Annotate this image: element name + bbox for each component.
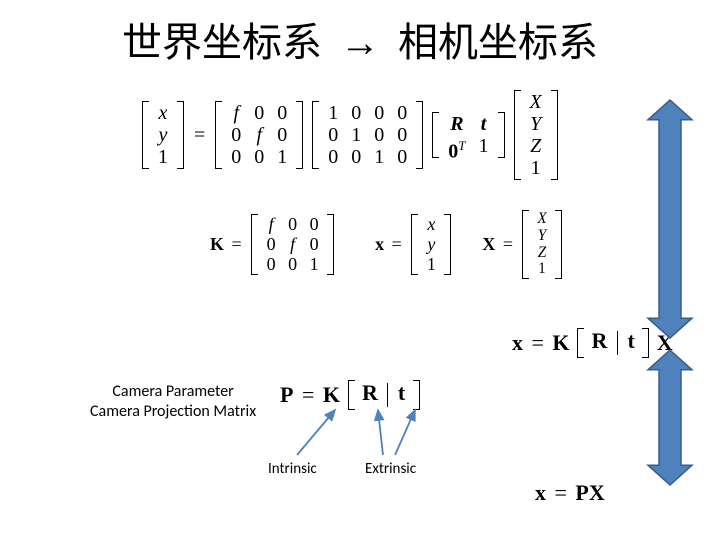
equation-P-KRt: P = K R t [280,380,422,410]
matrix-K-def: f00 0f0 001 [251,214,334,275]
equation-x-KRtX: x = K R t X [512,328,673,358]
matrix-K: f00 0f0 001 [215,101,303,169]
vec-X-def: X Y Z 1 [522,210,561,279]
equation-definitions: K = f00 0f0 001 x = x y 1 X = X Y Z 1 [210,210,564,279]
intrinsic-label: Intrinsic [268,460,317,478]
title-right: 相机坐标系 [398,20,598,65]
extrinsic-label: Extrinsic [365,460,416,478]
matrix-Rt-block: R 0T t 1 [432,112,504,158]
bracket-Rt-eq4: R t [348,380,420,410]
title-left: 世界坐标系 [122,20,322,65]
equation-x-PX: x = PX [535,478,605,506]
vec-XYZ1: X Y Z 1 [514,90,558,180]
bracket-Rt-eq3: R t [577,328,649,358]
vec-x-def: x y 1 [411,214,451,275]
sym-x: x [375,234,384,254]
sym-K: K [210,234,224,254]
sym-X: X [482,234,495,254]
equation-full-projection: x y 1 = f00 0f0 001 100 010 001 000 R 0T… [140,90,560,180]
matrix-proj-3x4: 100 010 001 000 [312,101,423,169]
camera-parameter-label: Camera Parameter Camera Projection Matri… [90,382,256,422]
vec-xyz: x y 1 [142,101,184,169]
slide-title: 世界坐标系 → 相机坐标系 [0,10,720,68]
title-arrow: → [332,20,388,65]
